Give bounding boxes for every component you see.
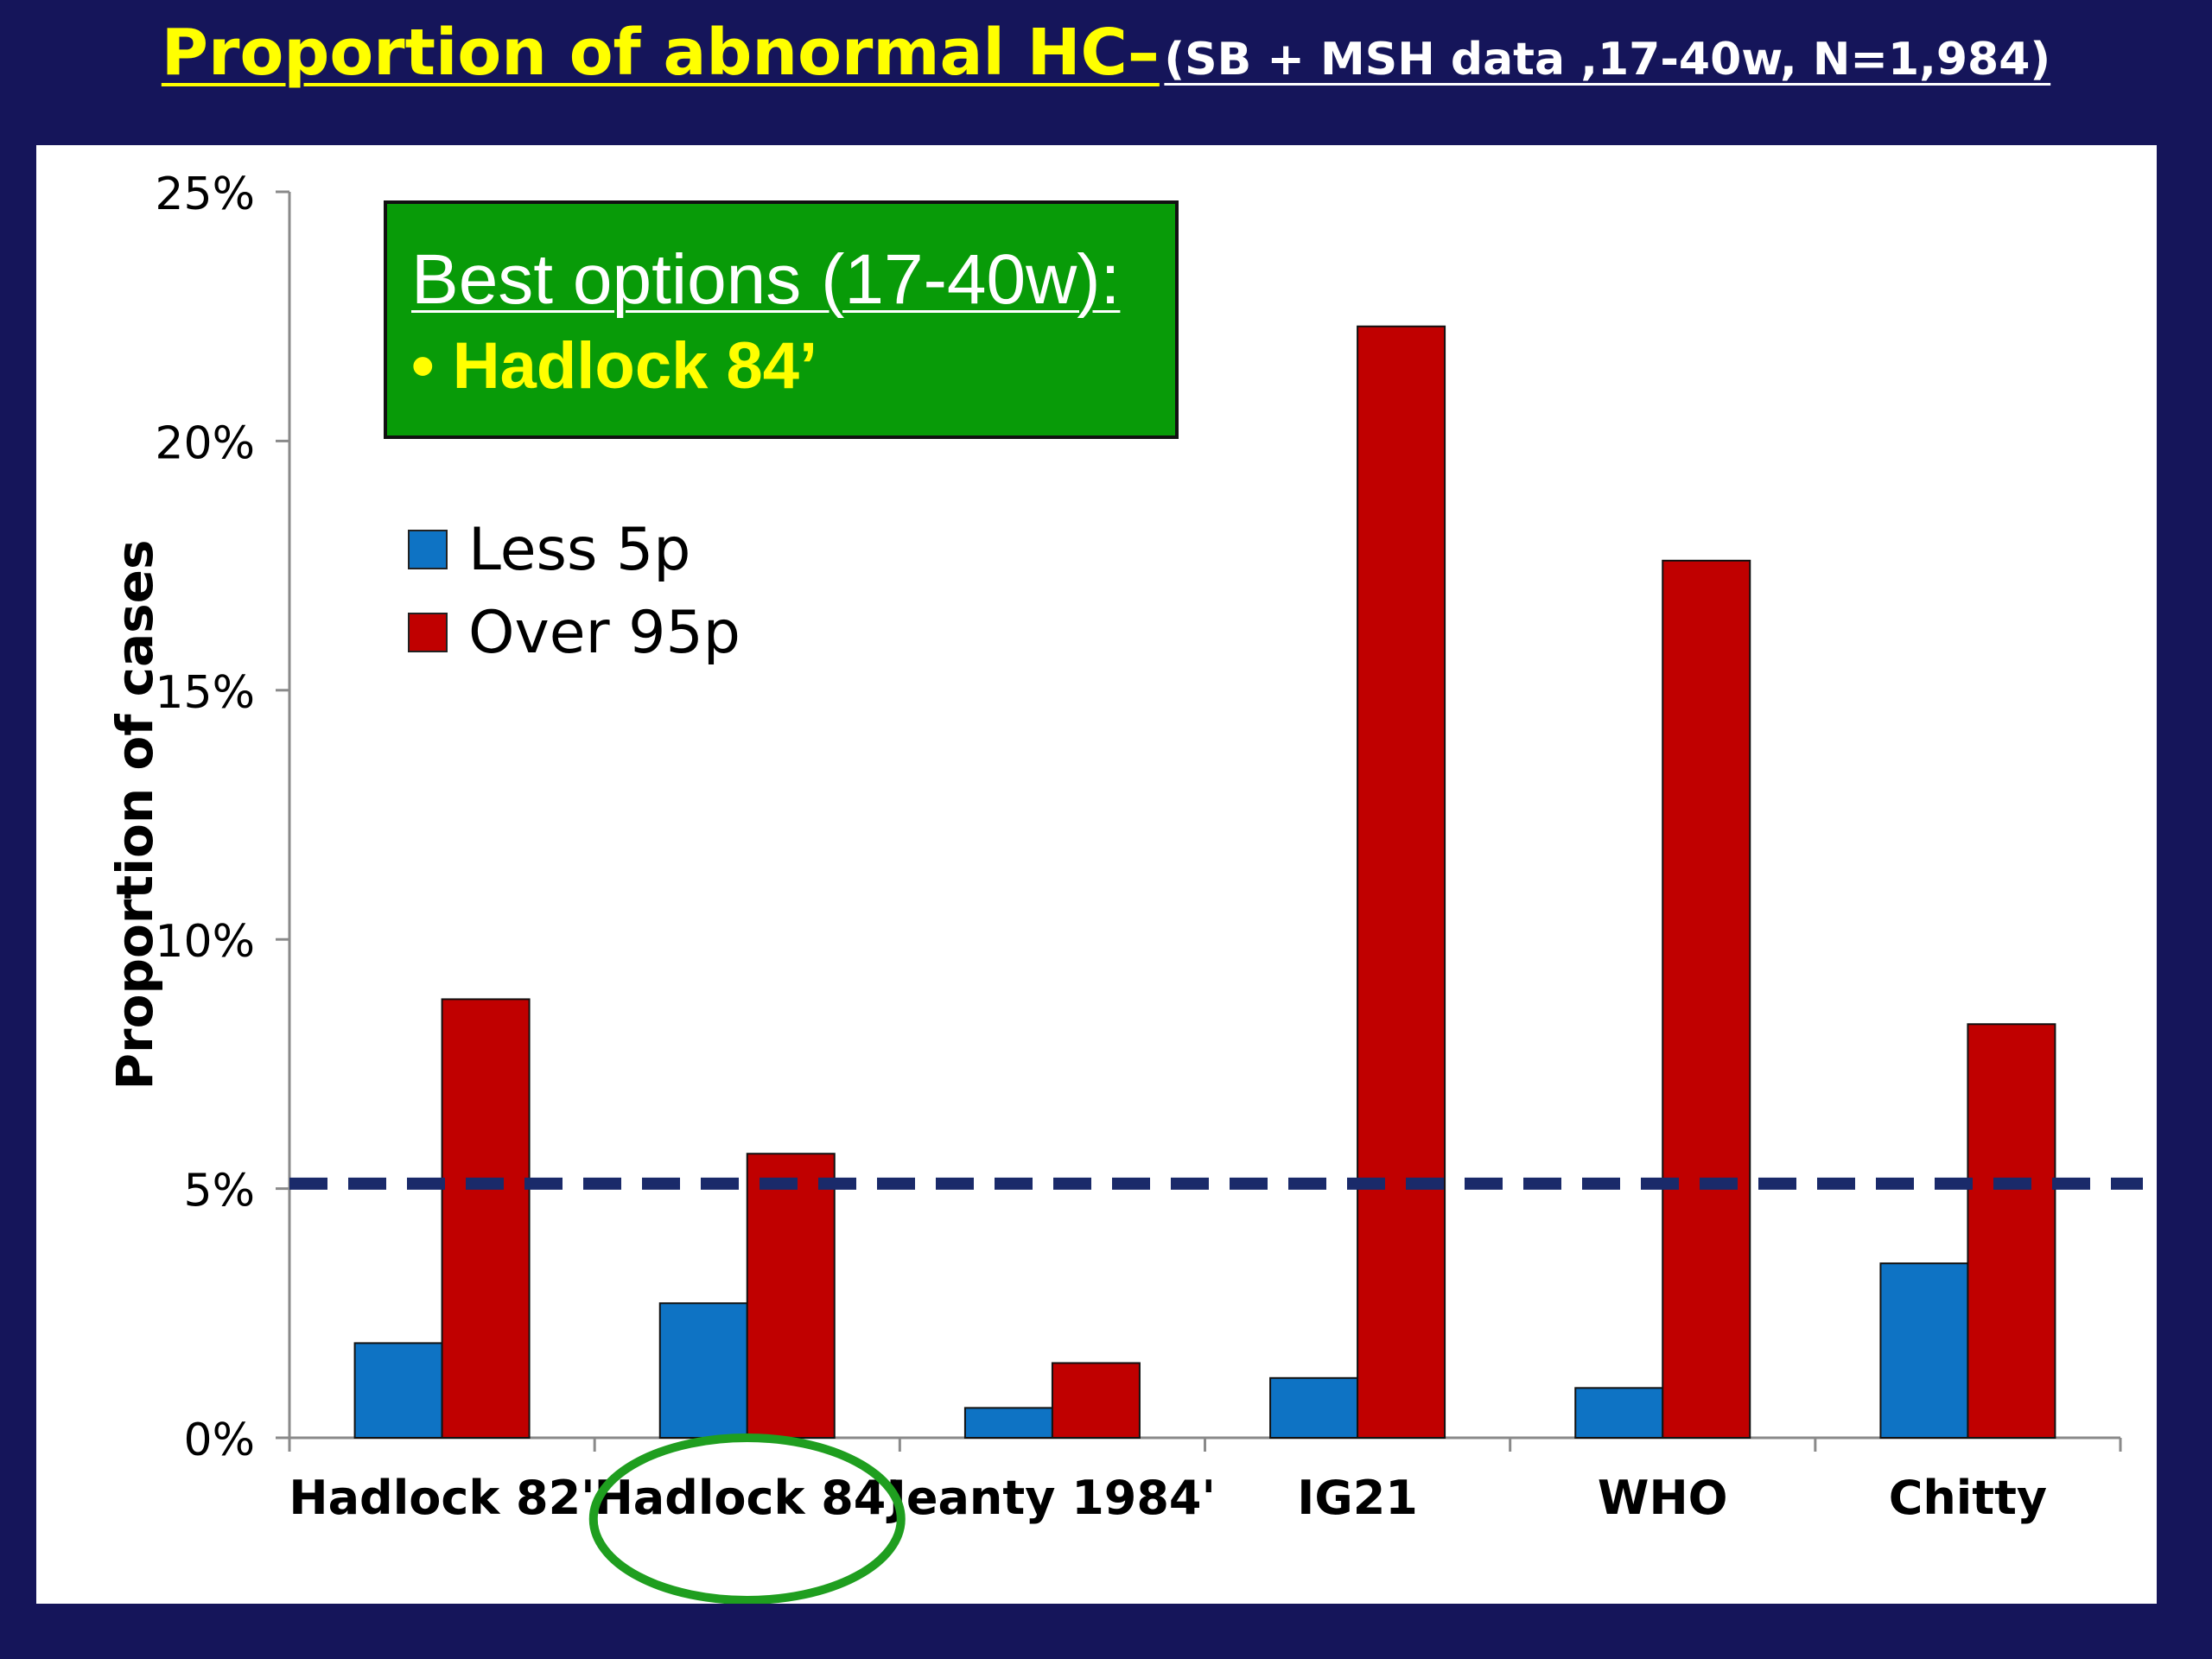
- y-tick-label: 15%: [155, 667, 255, 719]
- y-tick-label: 5%: [184, 1166, 256, 1217]
- legend-label-over-95p: Over 95p: [468, 598, 741, 667]
- bar-less-5p: [1879, 1262, 1969, 1439]
- callout-item: • Hadlock 84’: [411, 329, 818, 403]
- title-subtitle: (SB + MSH data ,17-40w, N=1,984): [1164, 34, 2051, 86]
- bar-less-5p: [1269, 1376, 1359, 1440]
- x-tick-label: WHO: [1598, 1471, 1728, 1525]
- bar-less-5p: [963, 1407, 1053, 1439]
- bar-less-5p: [353, 1342, 443, 1439]
- x-tick-label: Hadlock 84': [594, 1471, 900, 1525]
- x-tick-label: IG21: [1297, 1471, 1418, 1525]
- bar-over-95p: [1967, 1023, 2056, 1439]
- legend: Less 5p Over 95p: [408, 508, 741, 674]
- bar-over-95p: [441, 998, 531, 1440]
- legend-item-over-95p: Over 95p: [408, 591, 741, 674]
- y-axis-label: Proportion of cases: [105, 539, 164, 1090]
- bar-over-95p: [746, 1153, 836, 1439]
- legend-swatch-over-95p: [408, 613, 448, 652]
- chart-panel: 0% 5% 10% 15% 20% 25% Hadlock 82' Hadlock 84' Je…: [36, 145, 2157, 1604]
- legend-label-less-5p: Less 5p: [468, 515, 691, 584]
- y-tick-label: 20%: [155, 417, 255, 469]
- bar-less-5p: [1574, 1387, 1664, 1439]
- y-tick-label: 10%: [155, 916, 255, 968]
- slide-title: Proportion of abnormal HC– (SB + MSH dat…: [0, 16, 2212, 90]
- title-main: Proportion of abnormal HC–: [161, 16, 1160, 90]
- y-tick-label: 25%: [155, 168, 255, 220]
- callout-heading: Best options (17-40w):: [411, 240, 1121, 319]
- bar-over-95p: [1357, 325, 1446, 1440]
- x-tick-label: Jeanty 1984': [886, 1471, 1216, 1525]
- legend-item-less-5p: Less 5p: [408, 508, 741, 591]
- best-options-callout: Best options (17-40w): • Hadlock 84’: [384, 200, 1179, 439]
- bar-less-5p: [658, 1302, 748, 1440]
- y-tick-label: 0%: [184, 1414, 256, 1466]
- highlight-ellipse: [588, 1433, 906, 1604]
- x-tick-label: Hadlock 82': [289, 1471, 594, 1525]
- legend-swatch-less-5p: [408, 530, 448, 569]
- bar-over-95p: [1051, 1362, 1141, 1439]
- bar-chart: 0% 5% 10% 15% 20% 25% Hadlock 82'Hadlock 84'Je…: [105, 168, 2143, 1604]
- bar-over-95p: [1662, 559, 1751, 1440]
- x-tick-label: Chitty: [1889, 1471, 2047, 1525]
